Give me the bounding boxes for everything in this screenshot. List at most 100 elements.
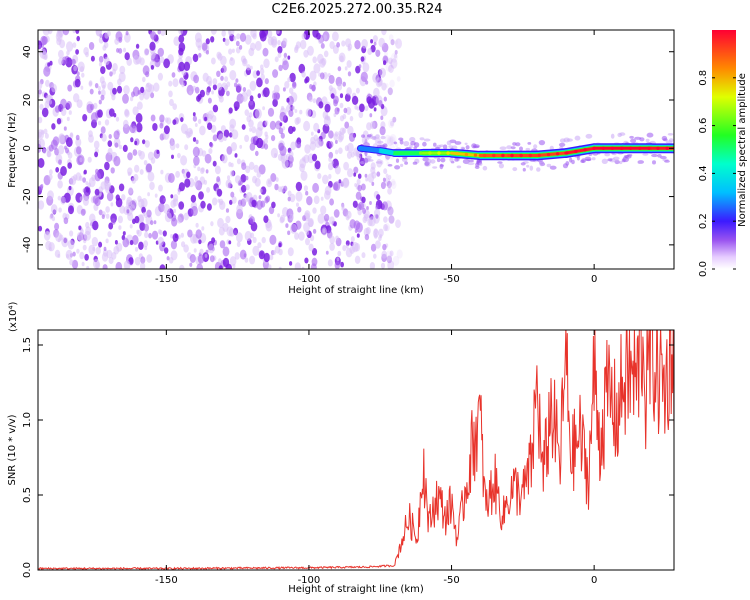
noise-speckle (249, 95, 254, 102)
noise-speckle (195, 139, 199, 145)
x-tick-label: -150 (155, 274, 178, 285)
noise-speckle (38, 89, 42, 95)
noise-speckle (90, 55, 95, 62)
noise-speckle (337, 135, 343, 143)
noise-speckle (251, 126, 256, 134)
noise-speckle (354, 242, 361, 252)
noise-speckle (100, 89, 106, 97)
snr-series-line (38, 330, 674, 570)
noise-speckle (244, 34, 252, 45)
ridge-halo (413, 142, 420, 148)
noise-speckle (333, 133, 339, 141)
noise-speckle (76, 248, 80, 254)
x-tick-label: -100 (298, 274, 321, 285)
noise-speckle (172, 233, 179, 242)
ridge-halo (585, 158, 592, 162)
noise-speckle (236, 158, 241, 165)
noise-speckle (57, 195, 61, 201)
noise-speckle (220, 55, 227, 66)
ridge-peak (464, 152, 469, 157)
noise-speckle (263, 252, 270, 263)
noise-speckle (150, 92, 155, 99)
noise-speckle (205, 249, 209, 254)
ridge-halo (393, 141, 397, 145)
noise-speckle (294, 117, 300, 126)
noise-speckle (100, 126, 106, 134)
noise-speckle (384, 223, 391, 232)
ridge-halo (394, 165, 401, 170)
noise-speckle (69, 132, 74, 138)
noise-speckle (46, 231, 50, 236)
noise-speckle (387, 187, 392, 195)
noise-speckle (311, 153, 318, 162)
noise-speckle (153, 82, 160, 92)
ridge-halo (449, 157, 454, 163)
noise-speckle (149, 181, 155, 191)
x-tick-label: -150 (155, 575, 178, 586)
noise-speckle (197, 119, 202, 124)
noise-speckle (388, 64, 394, 74)
noise-speckle (262, 47, 269, 57)
noise-speckle (236, 232, 243, 243)
noise-speckle (192, 115, 197, 122)
noise-speckle (244, 257, 249, 263)
noise-speckle (137, 195, 142, 202)
noise-speckle (58, 134, 66, 145)
noise-speckle (42, 30, 50, 36)
noise-speckle (272, 69, 279, 78)
noise-speckle (278, 186, 282, 193)
noise-speckle (192, 146, 200, 157)
noise-speckle (217, 82, 223, 91)
noise-speckle (84, 230, 91, 241)
ridge-peak (601, 146, 605, 150)
noise-speckle (373, 41, 377, 46)
noise-speckle (81, 261, 85, 267)
noise-speckle (163, 125, 170, 135)
noise-speckle (219, 240, 226, 249)
noise-speckle (170, 234, 174, 239)
noise-speckle (159, 56, 165, 63)
noise-speckle (342, 245, 347, 252)
ridge-halo (630, 138, 637, 143)
ridge-halo (525, 147, 531, 151)
noise-speckle (172, 103, 177, 110)
noise-speckle (169, 98, 174, 107)
ridge-peak (528, 153, 532, 158)
noise-speckle (190, 205, 198, 217)
noise-speckle (273, 84, 280, 94)
noise-speckle (48, 144, 54, 152)
noise-speckle (123, 206, 130, 215)
noise-speckle (279, 216, 285, 224)
noise-speckle (379, 67, 386, 78)
ridge-peak (519, 153, 523, 158)
noise-speckle (369, 262, 375, 269)
noise-speckle (385, 156, 389, 162)
noise-speckle (98, 241, 103, 248)
noise-speckle (76, 35, 80, 42)
ridge-halo (667, 133, 674, 136)
spectrogram-panel: -150 -100 -50 0 -40 -20 0 20 40 Height of strai… (7, 29, 675, 296)
noise-speckle (56, 118, 62, 125)
noise-speckle (345, 247, 353, 258)
noise-speckle (39, 103, 44, 110)
noise-speckle (254, 40, 262, 51)
noise-speckle (137, 229, 142, 237)
noise-speckle (94, 151, 99, 158)
ridge-halo (642, 153, 649, 156)
noise-speckle (350, 151, 355, 158)
noise-speckle (66, 254, 69, 259)
ridge-halo (456, 165, 462, 169)
noise-speckle (114, 142, 119, 148)
ridge-halo (519, 146, 523, 151)
noise-speckle (287, 196, 291, 202)
ridge-peak (501, 153, 505, 158)
noise-speckle (352, 200, 358, 208)
noise-speckle (45, 79, 50, 87)
noise-speckle (360, 56, 365, 62)
noise-speckle (176, 216, 182, 224)
noise-speckle (163, 203, 171, 214)
ridge-halo (533, 144, 538, 149)
noise-speckle (370, 162, 376, 170)
noise-speckle (104, 32, 109, 39)
noise-speckle (285, 223, 289, 228)
